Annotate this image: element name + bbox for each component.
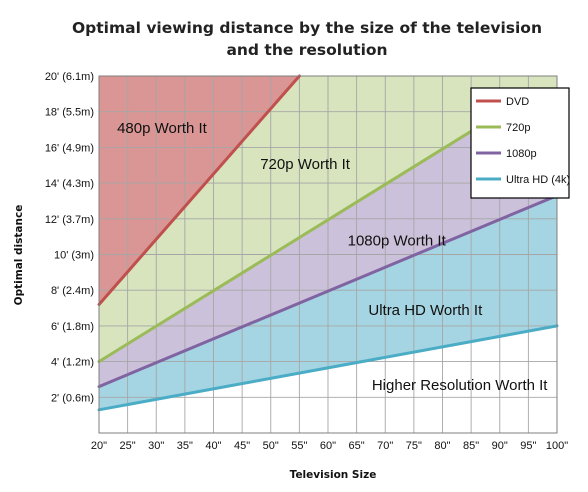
y-tick-label: 20' (6.1m)	[45, 71, 94, 83]
x-tick-label: 90"	[492, 440, 508, 452]
x-tick-label: 80"	[434, 440, 450, 452]
x-tick-label: 30"	[148, 440, 164, 452]
y-tick-label: 12' (3.7m)	[45, 214, 94, 226]
y-tick-label: 10' (3m)	[54, 250, 94, 262]
axes-layer	[98, 75, 558, 434]
series-lines-layer	[97, 74, 559, 412]
series-line	[97, 194, 559, 389]
legend-item: DVD	[506, 96, 529, 108]
tick-labels-layer: 20" 25" 30" 35" 40" 45" 50" 55" 60" 65" 70" 75" 80" 8…	[45, 71, 568, 452]
x-tick-label: 50"	[263, 440, 279, 452]
series-line	[97, 129, 473, 364]
region-label: 1080p Worth It	[348, 233, 447, 250]
y-tick-label: 14' (4.3m)	[45, 178, 94, 190]
chart-title-line-1: Optimal viewing distance by the size of …	[72, 19, 542, 37]
series-line	[97, 74, 301, 306]
y-tick-label: 18' (5.5m)	[45, 107, 94, 119]
x-tick-label: 95"	[520, 440, 536, 452]
x-tick-label: 70"	[377, 440, 393, 452]
x-axis-label: Television Size	[290, 469, 377, 481]
region-label: Ultra HD Worth It	[368, 302, 483, 319]
region-label: Higher Resolution Worth It	[372, 377, 548, 394]
x-tick-label: 25"	[120, 440, 136, 452]
legend-item: 1080p	[506, 148, 537, 160]
x-tick-label: 60"	[320, 440, 336, 452]
x-tick-label: 45"	[234, 440, 250, 452]
x-tick-label: 35"	[177, 440, 193, 452]
y-axis-label: Optimal distance	[13, 205, 25, 306]
legend: DVD 720p 1080p Ultra HD (4k)	[470, 87, 570, 199]
region-label: 480p Worth It	[117, 120, 208, 137]
region-label: 720p Worth It	[260, 156, 351, 173]
y-tick-label: 8' (2.4m)	[51, 285, 94, 297]
legend-item: Ultra HD (4k)	[506, 174, 570, 186]
x-tick-label: 100"	[546, 440, 568, 452]
x-tick-label: 75"	[406, 440, 422, 452]
x-tick-label: 20"	[91, 440, 107, 452]
x-tick-label: 55"	[291, 440, 307, 452]
series-line	[97, 324, 559, 412]
y-tick-label: 2' (0.6m)	[51, 392, 94, 404]
chart-title-line-2: and the resolution	[226, 41, 387, 59]
y-tick-label: 16' (4.9m)	[45, 142, 94, 154]
legend-item: 720p	[506, 122, 530, 134]
x-tick-label: 85"	[463, 440, 479, 452]
region-labels-layer: 480p Worth It 720p Worth It 1080p Worth It…	[117, 120, 548, 394]
x-tick-label: 65"	[349, 440, 365, 452]
x-tick-label: 40"	[205, 440, 221, 452]
y-tick-label: 6' (1.8m)	[51, 321, 94, 333]
plot-frame	[98, 75, 558, 434]
y-tick-label: 4' (1.2m)	[51, 357, 94, 369]
